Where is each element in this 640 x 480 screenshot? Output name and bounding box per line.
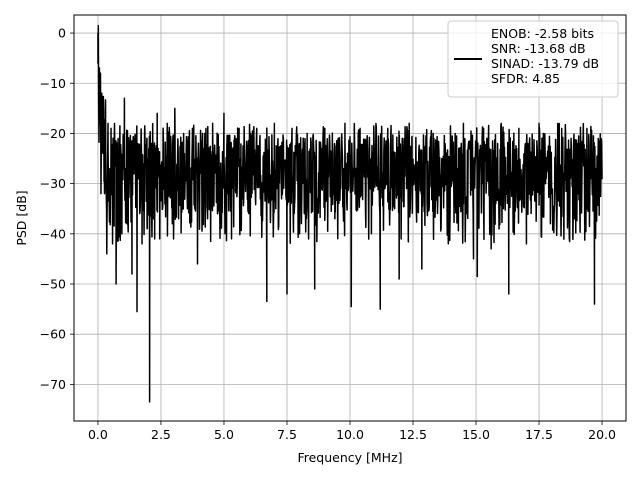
x-tick-label: 2.5	[151, 427, 171, 442]
y-tick-label: −60	[40, 327, 66, 342]
x-tick-label: 7.5	[277, 427, 297, 442]
legend-entry-enob: ENOB: -2.58 bits	[491, 26, 594, 41]
y-tick-label: −20	[40, 126, 66, 141]
series-layer	[97, 24, 603, 403]
x-tick-label: 17.5	[525, 427, 553, 442]
y-tick-label: −30	[40, 176, 66, 191]
x-tick-label: 5.0	[214, 427, 234, 442]
x-tick-label: 20.0	[588, 427, 616, 442]
y-tick-label: −50	[40, 276, 66, 291]
legend-entry-sfdr: SFDR: 4.85	[491, 71, 560, 86]
y-tick-label: −40	[40, 226, 66, 241]
x-tick-label: 15.0	[462, 427, 490, 442]
x-axis: 0.0 2.5 5.0 7.5 10.0 12.5 15.0 17.5 20.0	[88, 421, 616, 442]
y-tick-label: −10	[40, 76, 66, 91]
x-axis-label: Frequency [MHz]	[297, 450, 402, 465]
legend-entry-sinad: SINAD: -13.79 dB	[491, 56, 599, 71]
legend: ENOB: -2.58 bits SNR: -13.68 dB SINAD: -…	[447, 20, 619, 98]
x-tick-label: 0.0	[88, 427, 108, 442]
legend-box	[447, 20, 619, 98]
y-tick-label: 0	[58, 26, 66, 41]
y-tick-label: −70	[40, 377, 66, 392]
y-axis-label: PSD [dB]	[14, 190, 29, 245]
psd-series-line	[97, 24, 603, 403]
y-axis: 0 −10 −20 −30 −40 −50 −60 −70	[40, 26, 74, 392]
x-tick-label: 10.0	[336, 427, 364, 442]
x-tick-label: 12.5	[399, 427, 427, 442]
grid-lines	[74, 15, 626, 421]
legend-entry-snr: SNR: -13.68 dB	[491, 41, 586, 56]
